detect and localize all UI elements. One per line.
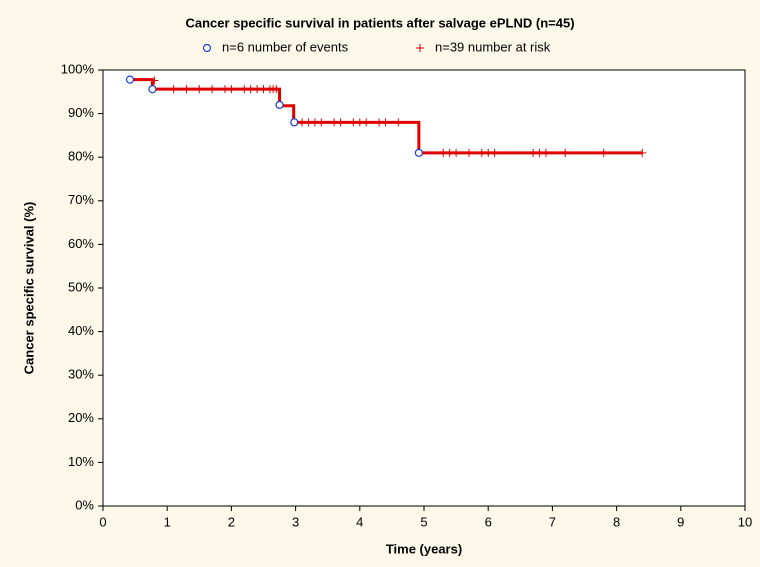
x-tick-label: 5 — [420, 514, 427, 529]
event-marker — [414, 148, 423, 157]
y-tick-label: 40% — [68, 323, 94, 338]
censor-marker — [599, 148, 608, 157]
plot-area — [102, 69, 746, 507]
y-tick-label: 80% — [68, 149, 94, 164]
censor-marker — [336, 118, 345, 127]
x-tick-label: 3 — [292, 514, 299, 529]
y-tick-label: 20% — [68, 410, 94, 425]
censor-marker — [381, 118, 390, 127]
y-tick-label: 30% — [68, 367, 94, 382]
event-marker — [290, 118, 299, 127]
event-marker — [275, 100, 284, 109]
censor-marker — [394, 118, 403, 127]
y-tick-label: 70% — [68, 192, 94, 207]
censor-marker — [638, 148, 647, 157]
censor-marker — [208, 85, 217, 94]
x-tick-label: 4 — [356, 514, 363, 529]
legend-label: n=39 number at risk — [435, 39, 551, 54]
censor-marker — [182, 85, 191, 94]
x-tick-label: 1 — [164, 514, 171, 529]
y-tick-label: 0% — [75, 497, 94, 512]
x-tick-label: 8 — [613, 514, 620, 529]
legend-label: n=6 number of events — [222, 39, 349, 54]
chart-title: Cancer specific survival in patients aft… — [185, 15, 574, 30]
x-tick-label: 2 — [228, 514, 235, 529]
censor-marker — [541, 148, 550, 157]
y-tick-label: 90% — [68, 105, 94, 120]
x-tick-label: 7 — [549, 514, 556, 529]
x-axis-label: Time (years) — [386, 541, 462, 556]
event-marker — [148, 85, 157, 94]
x-tick-label: 0 — [99, 514, 106, 529]
x-tick-label: 9 — [677, 514, 684, 529]
censor-marker — [464, 148, 473, 157]
censor-marker — [227, 85, 236, 94]
censor-marker — [150, 76, 159, 85]
y-axis-label: Cancer specific survival (%) — [21, 202, 36, 375]
survival-line — [128, 78, 643, 155]
censor-marker — [452, 148, 461, 157]
y-tick-label: 50% — [68, 279, 94, 294]
censor-marker — [561, 148, 570, 157]
y-tick-label: 60% — [68, 236, 94, 251]
censor-marker — [317, 118, 326, 127]
censor-marker — [362, 118, 371, 127]
censor-marker — [272, 85, 281, 94]
censor-marker — [490, 148, 499, 157]
x-tick-label: 10 — [738, 514, 752, 529]
y-tick-label: 10% — [68, 454, 94, 469]
legend-symbol — [202, 43, 212, 53]
event-marker — [125, 75, 135, 84]
y-tick-label: 100% — [61, 61, 95, 76]
censor-marker — [169, 85, 178, 94]
x-tick-label: 6 — [485, 514, 492, 529]
legend-symbol — [416, 44, 424, 52]
censor-marker — [195, 85, 204, 94]
